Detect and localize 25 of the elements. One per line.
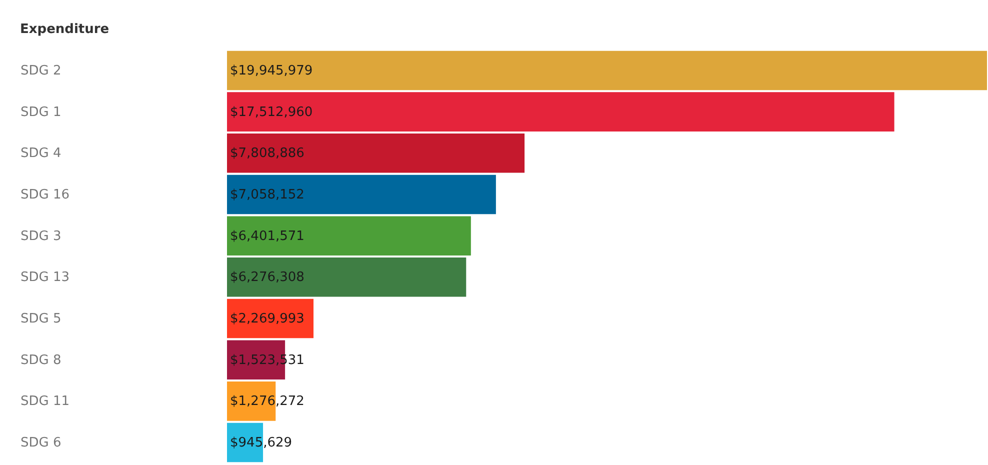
text: Expenditure	[20, 22, 110, 37]
bar	[227, 134, 525, 173]
y-tick-label: SDG 11	[20, 394, 70, 410]
y-tick-label: SDG 6	[20, 436, 62, 451]
bar	[227, 50, 987, 90]
bar	[227, 92, 894, 132]
y-tick-label: SDG 3	[20, 228, 62, 244]
bar	[227, 298, 314, 338]
y-tick-label: SDG 1	[20, 104, 62, 120]
data-label: $19,945,979	[230, 63, 313, 78]
y-tick-label: SDG 2	[20, 63, 62, 78]
bar	[227, 216, 471, 256]
bar	[227, 174, 496, 214]
y-tick-label: SDG 4	[20, 146, 62, 162]
bar	[227, 258, 466, 297]
data-label: $2,269,993	[230, 312, 304, 327]
data-label: $7,808,886	[230, 146, 304, 162]
data-label: $6,276,308	[230, 270, 304, 286]
data-label: $6,401,571	[230, 228, 304, 244]
data-label: $17,512,960	[230, 104, 313, 120]
y-tick-label: SDG 13	[20, 270, 70, 286]
y-tick-label: SDG 8	[20, 352, 62, 368]
y-tick-label: SDG 16	[20, 187, 70, 202]
data-label: $7,058,152	[230, 187, 304, 202]
y-tick-label: SDG 5	[20, 312, 62, 327]
